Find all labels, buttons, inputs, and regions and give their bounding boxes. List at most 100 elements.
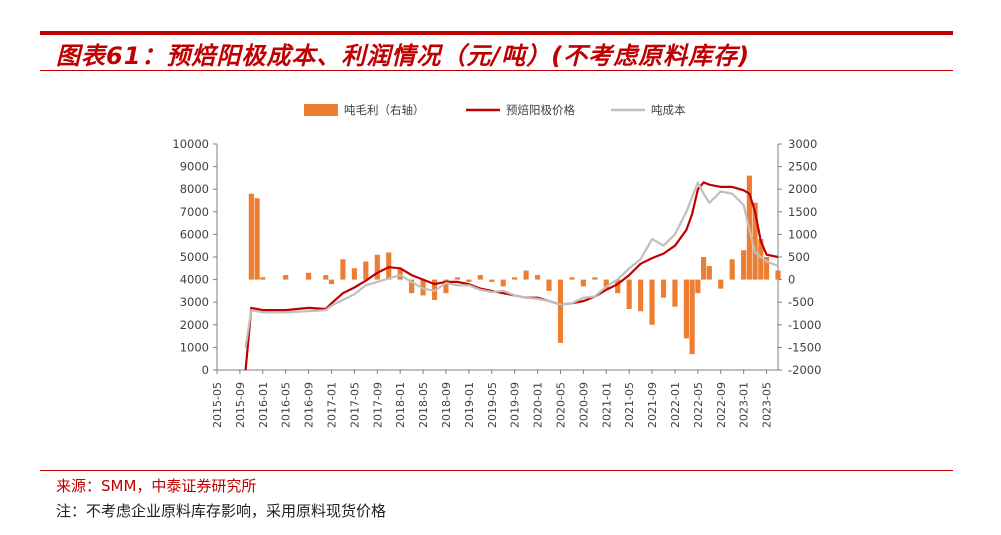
x-tick-label: 2022-05 <box>692 382 705 428</box>
margin-bar <box>306 272 312 280</box>
left-tick-label: 7000 <box>180 205 209 219</box>
bottom-rule <box>40 470 953 471</box>
margin-bar <box>592 277 598 280</box>
margin-bar <box>454 277 461 280</box>
legend-label: 吨成本 <box>651 103 686 117</box>
left-tick-label: 3000 <box>180 295 209 309</box>
right-tick-label: 3000 <box>788 137 817 151</box>
margin-bar <box>626 279 632 309</box>
x-tick-label: 2021-05 <box>623 382 636 428</box>
lines <box>244 181 779 371</box>
margin-bars <box>248 175 781 355</box>
x-tick-label: 2020-05 <box>554 382 567 428</box>
margin-bar <box>569 277 575 280</box>
x-tick-label: 2019-05 <box>486 382 499 428</box>
margin-bar <box>580 279 586 287</box>
legend-swatch-margin <box>304 104 338 116</box>
x-tick-label: 2015-09 <box>234 382 247 428</box>
x-tick-label: 2021-09 <box>646 382 659 428</box>
top-rule <box>40 31 953 35</box>
margin-bar <box>477 275 483 280</box>
x-tick-label: 2015-05 <box>211 382 224 428</box>
x-tick-label: 2022-01 <box>669 382 682 428</box>
margin-bar <box>729 259 735 280</box>
legend: 吨毛利（右轴） 预焙阳极价格 吨成本 <box>304 103 686 117</box>
left-tick-label: 8000 <box>180 182 209 196</box>
margin-bar <box>351 268 357 280</box>
margin-bar <box>775 270 781 280</box>
x-tick-label: 2022-09 <box>715 382 728 428</box>
margin-bar <box>758 238 764 280</box>
x-tick-label: 2016-01 <box>257 382 270 428</box>
x-tick-label: 2017-05 <box>348 382 361 428</box>
x-tick-label: 2018-01 <box>394 382 407 428</box>
margin-bar <box>718 279 724 289</box>
margin-bar <box>752 202 758 280</box>
left-tick-label: 0 <box>202 363 209 377</box>
right-tick-label: 500 <box>788 250 810 264</box>
tick-labels: 0100020003000400050006000700080009000100… <box>172 137 821 428</box>
margin-bar <box>557 279 564 343</box>
left-tick-label: 4000 <box>180 273 209 287</box>
margin-bar <box>340 259 346 280</box>
left-tick-label: 2000 <box>180 318 209 332</box>
margin-bar <box>683 279 689 339</box>
margin-bar <box>689 279 695 355</box>
margin-bar <box>283 275 289 280</box>
axes <box>213 143 782 374</box>
margin-bar <box>701 257 707 280</box>
margin-bar <box>397 268 403 280</box>
x-tick-label: 2021-01 <box>600 382 613 428</box>
margin-bar <box>660 279 667 298</box>
margin-bar <box>534 275 541 280</box>
margin-bar <box>603 279 609 289</box>
right-tick-label: -1500 <box>788 340 821 354</box>
margin-bar <box>672 279 678 307</box>
x-tick-label: 2016-09 <box>303 382 316 428</box>
margin-bar <box>546 279 552 291</box>
source-note: 来源：SMM，中泰证券研究所 <box>56 477 257 495</box>
x-tick-label: 2016-05 <box>280 382 293 428</box>
margin-bar <box>523 270 529 280</box>
right-tick-label: 1500 <box>788 205 817 219</box>
right-tick-label: 1000 <box>788 227 817 241</box>
margin-bar <box>443 279 449 294</box>
x-tick-label: 2017-01 <box>325 382 338 428</box>
title-rule <box>40 70 953 71</box>
x-tick-label: 2019-09 <box>509 382 522 428</box>
left-tick-label: 9000 <box>180 160 209 174</box>
footnote: 注：不考虑企业原料库存影响，采用原料现货价格 <box>56 502 387 520</box>
margin-bar <box>489 279 495 282</box>
margin-bar <box>248 193 254 280</box>
margin-bar <box>386 252 392 280</box>
x-tick-label: 2020-09 <box>577 382 590 428</box>
left-tick-label: 1000 <box>180 340 209 354</box>
legend-label: 吨毛利（右轴） <box>344 103 425 117</box>
margin-bar <box>328 279 335 285</box>
x-tick-label: 2020-01 <box>532 382 545 428</box>
right-tick-label: -2000 <box>788 363 821 377</box>
right-tick-label: -500 <box>788 295 814 309</box>
margin-bar <box>695 279 701 294</box>
margin-bar <box>374 254 380 280</box>
margin-bar <box>363 261 369 280</box>
left-tick-label: 10000 <box>172 137 209 151</box>
right-tick-label: 2500 <box>788 160 817 174</box>
margin-bar <box>706 266 712 280</box>
margin-bar <box>615 279 621 294</box>
margin-bar <box>741 250 747 280</box>
margin-bar <box>260 277 266 280</box>
right-tick-label: 2000 <box>788 182 817 196</box>
left-tick-label: 5000 <box>180 250 209 264</box>
margin-bar <box>649 279 655 325</box>
x-tick-label: 2018-09 <box>440 382 453 428</box>
cost-line <box>244 181 779 348</box>
right-tick-label: 0 <box>788 273 795 287</box>
margin-bar <box>763 257 770 280</box>
x-tick-label: 2017-09 <box>371 382 384 428</box>
margin-bar <box>409 279 415 294</box>
chart-title: 图表61：预焙阳极成本、利润情况（元/吨）(不考虑原料库存) <box>56 42 751 70</box>
x-tick-label: 2018-05 <box>417 382 430 428</box>
legend-label: 预焙阳极价格 <box>506 103 575 117</box>
right-tick-label: -1000 <box>788 318 821 332</box>
